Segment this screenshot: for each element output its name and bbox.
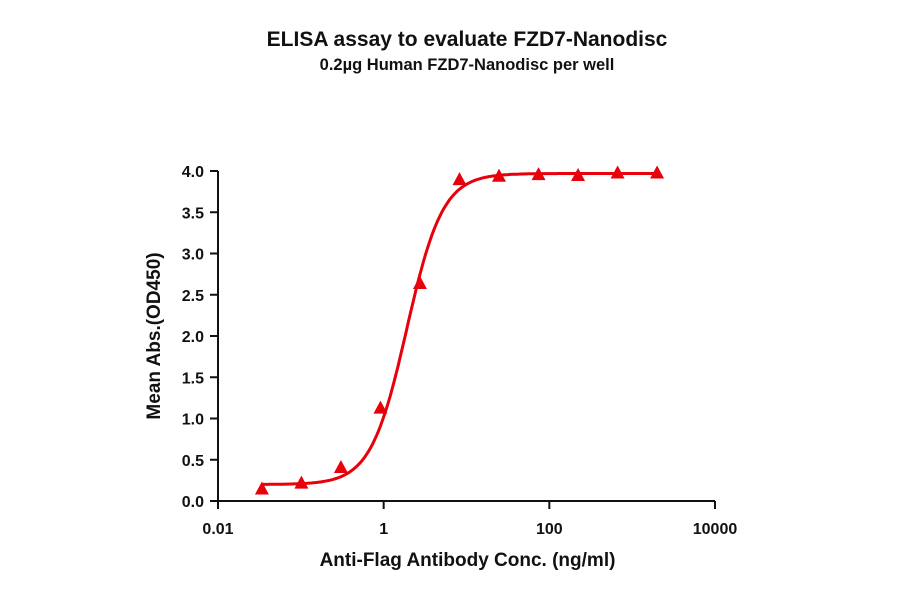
fit-curve: [261, 172, 658, 486]
triangle-marker: [373, 400, 388, 414]
triangle-marker: [452, 172, 467, 186]
y-tick-label: 0.0: [182, 494, 204, 511]
y-tick-label: 3.5: [182, 205, 204, 222]
triangle-marker: [412, 276, 427, 290]
y-tick-label: 4.0: [182, 164, 204, 181]
triangle-marker: [571, 167, 586, 181]
y-tick-label: 0.5: [182, 453, 204, 470]
y-tick-label: 2.0: [182, 329, 204, 346]
triangle-marker: [650, 165, 665, 179]
y-tick-label: 2.5: [182, 288, 204, 305]
axis-labels: Anti-Flag Antibody Conc. (ng/ml) Mean Abs…: [144, 252, 615, 571]
x-tick-label: 0.01: [202, 521, 233, 538]
data-points: [254, 165, 665, 495]
triangle-marker: [492, 168, 507, 182]
chart-title: ELISA assay to evaluate FZD7-Nanodisc: [266, 28, 668, 51]
y-tick-label: 1.0: [182, 412, 204, 429]
triangle-marker: [531, 167, 546, 181]
y-tick-label: 1.5: [182, 370, 204, 387]
triangle-marker: [610, 165, 625, 179]
triangle-marker: [294, 475, 309, 489]
triangle-marker: [333, 460, 348, 473]
y-axis-label: Mean Abs.(OD450): [144, 252, 165, 419]
axes: 0.0 0.5 1.0 1.5 2.0 2.5 3.0 3.5 4.0 0.01 1 100 10000: [182, 164, 738, 538]
x-tick-label: 10000: [693, 521, 738, 538]
x-axis-label: Anti-Flag Antibody Conc. (ng/ml): [320, 550, 616, 571]
fit-line: [261, 172, 658, 486]
y-tick-label: 3.0: [182, 247, 204, 264]
x-tick-label: 1: [379, 521, 388, 538]
x-tick-label: 100: [536, 521, 563, 538]
chart-subtitle: 0.2µg Human FZD7-Nanodisc per well: [319, 56, 615, 74]
triangle-marker: [254, 481, 269, 495]
